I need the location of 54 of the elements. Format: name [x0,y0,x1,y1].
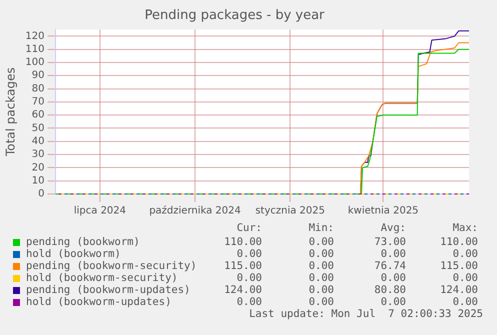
text: Avg: [380,222,406,234]
chart-title: Pending packages - by year [144,8,326,24]
x-tick-label: kwietnia 2025 [348,206,419,217]
y-tick-label: 50 [32,122,44,134]
x-tick-label: stycznia 2025 [255,206,325,217]
text: 0.00 [452,248,478,260]
text: 0.00 [380,296,406,308]
y-tick-label: 20 [32,162,44,174]
y-tick-label: 0 [38,188,44,200]
text: 0.00 [308,284,334,296]
y-tick-label: 60 [32,110,44,121]
text: 0.00 [452,296,478,308]
text: 0.00 [236,248,262,260]
text: 110.00 [224,236,262,248]
legend-label: pending (bookworm-updates) [26,284,190,296]
text: Cur: [236,222,262,234]
text: 115.00 [224,260,262,272]
y-tick-label: 30 [32,149,44,160]
y-tick-label: 110 [25,44,44,55]
y-tick-label: 100 [25,57,44,68]
text: 124.00 [440,284,478,296]
text: 0.00 [452,272,478,284]
text: 0.00 [236,272,262,284]
text: 0.00 [308,260,334,272]
text: 0.00 [380,248,406,260]
text: 0.00 [380,272,406,284]
x-tick-label: lipca 2024 [74,206,126,217]
y-tick-label: 80 [32,83,44,94]
text: Last update: Mon Jul 7 02:00:33 2025 [249,308,483,320]
y-axis-title: Total packages [3,67,18,158]
legend-label: pending (bookworm) [26,236,140,248]
text: 0.00 [308,236,334,248]
text: Max: [452,222,478,234]
legend-label: hold (bookworm-security) [26,272,178,284]
text: 73.00 [374,236,406,248]
y-tick-label: 70 [32,96,44,108]
legend-label: hold (bookworm) [26,248,121,260]
y-tick-label: 120 [25,30,44,42]
text: 124.00 [224,284,262,296]
x-tick-label: października 2024 [149,204,241,217]
legend-label: hold (bookworm-updates) [26,296,172,308]
text: 0.00 [308,272,334,284]
text: 0.00 [308,296,334,308]
text: 0.00 [236,296,262,308]
text: 0.00 [308,248,334,260]
text: 115.00 [440,260,478,272]
text: 80.80 [374,284,406,296]
y-tick-label: 10 [32,175,44,186]
legend-label: pending (bookworm-security) [26,260,197,272]
text: 110.00 [440,236,478,248]
text: Min: [308,222,334,234]
text: 76.74 [374,260,406,272]
y-tick-label: 40 [32,136,44,147]
y-tick-label: 90 [32,70,44,82]
